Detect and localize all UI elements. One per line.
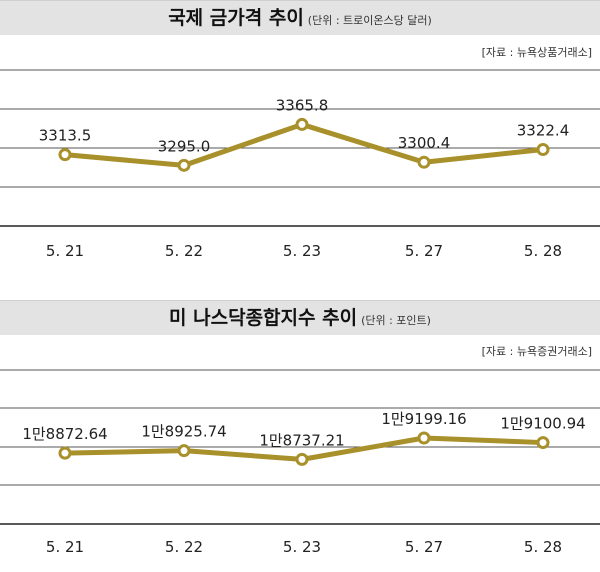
gold-x-tick-label: 5. 23: [283, 242, 321, 260]
nasdaq-unit-note: (단위 : 포인트): [361, 314, 431, 327]
gold-value-label: 3365.8: [276, 96, 329, 114]
nasdaq-value-label: 1만9199.16: [381, 410, 466, 428]
nasdaq-x-tick-label: 5. 21: [46, 538, 84, 556]
nasdaq-data-point: [58, 446, 72, 460]
nasdaq-value-label: 1만8925.74: [141, 423, 226, 441]
nasdaq-title-bar: 미 나스닥종합지수 추이 (단위 : 포인트): [0, 300, 600, 335]
nasdaq-data-point: [295, 452, 309, 466]
gold-value-label: 3322.4: [517, 122, 570, 140]
nasdaq-x-tick-label: 5. 22: [165, 538, 203, 556]
gold-x-tick-label: 5. 28: [524, 242, 562, 260]
gold-data-point: [58, 148, 72, 162]
nasdaq-x-tick-label: 5. 28: [524, 538, 562, 556]
nasdaq-value-label: 1만8737.21: [259, 431, 344, 449]
gold-unit-note: (단위 : 트로이온스당 달러): [307, 14, 432, 27]
nasdaq-x-tick-label: 5. 27: [405, 538, 443, 556]
gold-title-bar: 국제 금가격 추이 (단위 : 트로이온스당 달러): [0, 0, 600, 35]
gold-data-point: [177, 158, 191, 172]
gold-x-tick-label: 5. 22: [165, 242, 203, 260]
gold-data-point: [295, 117, 309, 131]
gold-data-point: [417, 155, 431, 169]
nasdaq-x-tick-label: 5. 23: [283, 538, 321, 556]
nasdaq-data-point: [536, 436, 550, 450]
nasdaq-value-label: 1만8872.64: [22, 425, 107, 443]
gold-chart-title: 국제 금가격 추이: [168, 7, 304, 29]
nasdaq-chart-title: 미 나스닥종합지수 추이: [169, 307, 358, 329]
nasdaq-data-point: [177, 444, 191, 458]
gold-x-tick-label: 5. 21: [46, 242, 84, 260]
gold-value-label: 3300.4: [398, 134, 451, 152]
gold-data-point: [536, 143, 550, 157]
gold-source: [자료 : 뉴욕상품거래소]: [481, 46, 592, 59]
gold-value-label: 3295.0: [158, 137, 211, 155]
gold-price-chart: 3313.5 3295.0 3365.8 3300.4 3322.4 5. 21 5. 22…: [0, 69, 600, 260]
gold-value-label: 3313.5: [39, 127, 92, 145]
gold-x-tick-label: 5. 27: [405, 242, 443, 260]
nasdaq-value-label: 1만9100.94: [500, 415, 585, 433]
nasdaq-source: [자료 : 뉴욕증권거래소]: [481, 345, 592, 358]
nasdaq-index-chart: 1만8872.64 1만8925.74 1만8737.21 1만9199.16 1만91…: [0, 369, 600, 556]
nasdaq-data-point: [417, 431, 431, 445]
